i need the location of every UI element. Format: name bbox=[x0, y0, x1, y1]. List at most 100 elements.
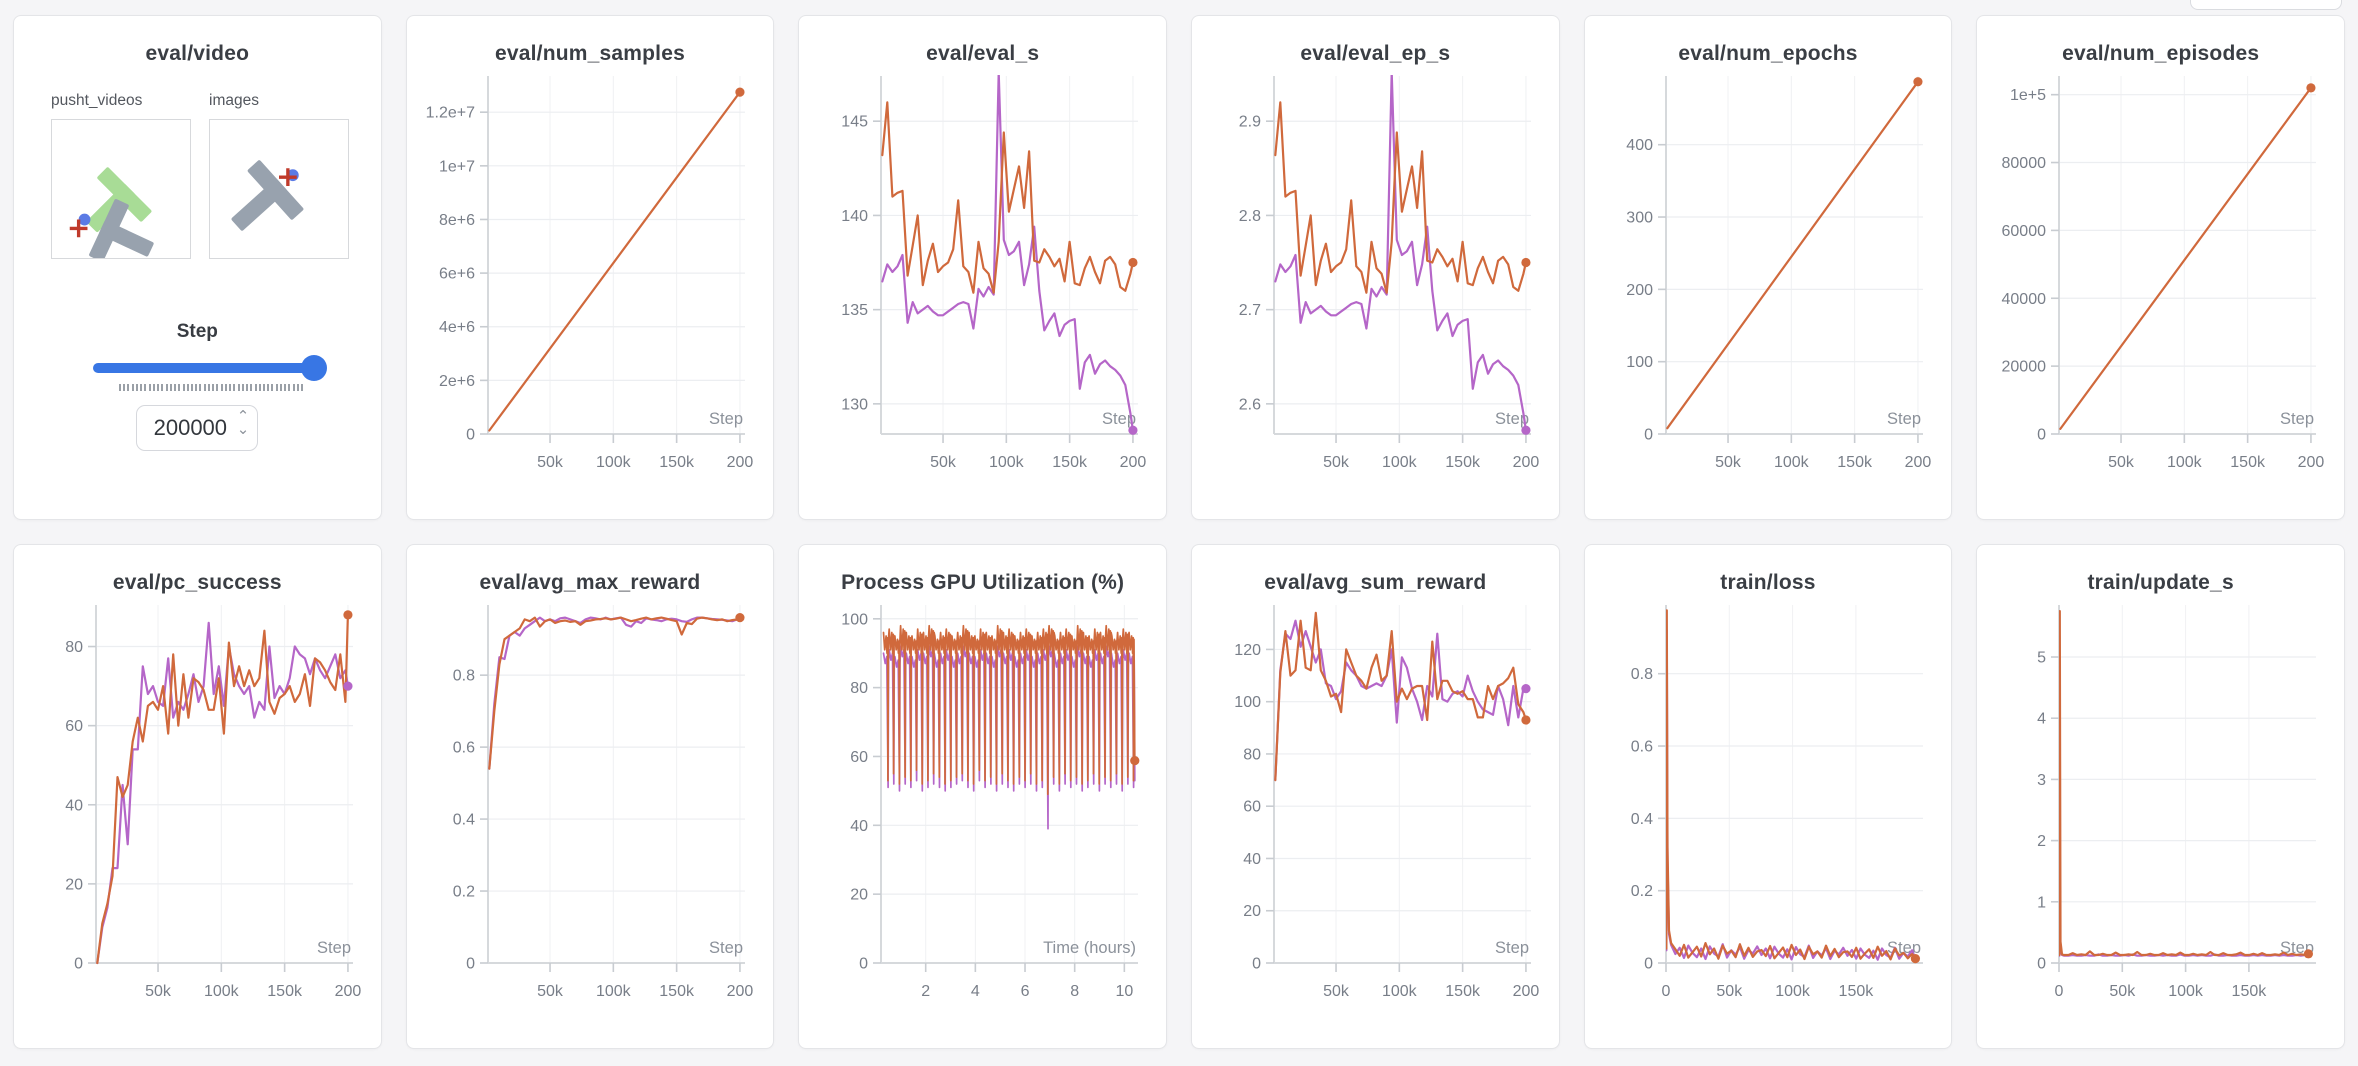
svg-text:1e+5: 1e+5 bbox=[2010, 87, 2046, 104]
chart-title: eval/avg_max_reward bbox=[479, 571, 701, 594]
svg-text:0: 0 bbox=[2037, 956, 2046, 973]
step-slider-label: Step bbox=[176, 321, 218, 342]
svg-text:1e+7: 1e+7 bbox=[439, 158, 475, 175]
panel-eval-avg-max-reward[interactable]: eval/avg_max_reward 0 0.2 0.4 0.6 0.8 50k 100k… bbox=[405, 544, 775, 1049]
svg-text:60: 60 bbox=[850, 749, 868, 766]
svg-text:2.9: 2.9 bbox=[1239, 114, 1261, 131]
svg-text:200: 200 bbox=[1512, 983, 1539, 1000]
chart-title: eval/avg_sum_reward bbox=[1264, 571, 1487, 594]
video-thumbnail-pusht[interactable] bbox=[51, 119, 191, 259]
svg-text:150k: 150k bbox=[1445, 983, 1481, 1000]
chart-eval-avg-sum-reward[interactable]: 0 20 40 60 80 100 120 50k 100k 150k 200 Step bbox=[1204, 597, 1547, 1021]
chart-title: eval/eval_ep_s bbox=[1300, 42, 1451, 65]
svg-text:100k: 100k bbox=[1382, 983, 1418, 1000]
panel-gpu-utilization[interactable]: Process GPU Utilization (%) 0 20 40 60 80 100… bbox=[798, 544, 1167, 1049]
svg-text:20: 20 bbox=[65, 876, 83, 893]
svg-text:4: 4 bbox=[971, 983, 980, 1000]
svg-text:60: 60 bbox=[65, 718, 83, 735]
svg-text:0.4: 0.4 bbox=[1631, 811, 1653, 828]
svg-text:0.8: 0.8 bbox=[453, 668, 475, 685]
video-thumbnail-images[interactable] bbox=[209, 119, 349, 259]
svg-text:4: 4 bbox=[2037, 711, 2046, 728]
step-spinner: ⌃ ⌄ bbox=[236, 408, 250, 438]
svg-text:5: 5 bbox=[2037, 650, 2046, 667]
partial-panel-fragment bbox=[2190, 0, 2342, 10]
svg-text:Step: Step bbox=[1495, 939, 1529, 957]
svg-text:0: 0 bbox=[1252, 956, 1261, 973]
panel-eval-num-samples[interactable]: eval/num_samples 0 2e+6 4e+6 6e+6 8e+6 1e+7 1.… bbox=[405, 15, 775, 520]
chart-eval-eval-ep-s[interactable]: 2.6 2.7 2.8 2.9 50k 100k 150k 200 Step bbox=[1204, 68, 1547, 492]
svg-text:50k: 50k bbox=[538, 983, 565, 1000]
svg-text:0: 0 bbox=[859, 956, 868, 973]
block-t-shape bbox=[89, 199, 154, 258]
svg-text:Step: Step bbox=[1888, 410, 1922, 428]
chart-eval-num-epochs[interactable]: 0 100 200 300 400 50k 100k 150k 200 Step bbox=[1596, 68, 1939, 492]
svg-text:0: 0 bbox=[2037, 427, 2046, 444]
chart-title: eval/eval_s bbox=[926, 42, 1040, 65]
svg-text:10: 10 bbox=[1116, 983, 1134, 1000]
svg-text:200: 200 bbox=[2298, 454, 2325, 471]
svg-text:0.8: 0.8 bbox=[1631, 666, 1653, 683]
step-increment-button[interactable]: ⌃ bbox=[236, 408, 250, 425]
media-row: pusht_videos bbox=[51, 92, 368, 259]
pusht-env-render bbox=[69, 167, 154, 258]
svg-text:120: 120 bbox=[1234, 642, 1261, 659]
svg-text:2.7: 2.7 bbox=[1239, 302, 1261, 319]
chart-eval-pc-success[interactable]: 0 20 40 60 80 50k 100k 150k 200 Step bbox=[26, 597, 369, 1021]
svg-text:200: 200 bbox=[1512, 454, 1539, 471]
chart-eval-avg-max-reward[interactable]: 0 0.2 0.4 0.6 0.8 50k 100k 150k 200 Step bbox=[418, 597, 761, 1021]
chart-eval-eval-s[interactable]: 130 135 140 145 50k 100k 150k 200 Step bbox=[811, 68, 1154, 492]
svg-text:100k: 100k bbox=[596, 983, 632, 1000]
chart-title: eval/num_epochs bbox=[1678, 42, 1858, 65]
panel-eval-avg-sum-reward[interactable]: eval/avg_sum_reward 0 20 40 60 80 100 120 50k 10… bbox=[1190, 544, 1560, 1049]
panel-eval-num-epochs[interactable]: eval/num_epochs 0 100 200 300 400 50k 100k 150k… bbox=[1583, 15, 1953, 520]
panel-eval-eval-s[interactable]: eval/eval_s 130 135 140 145 50k 100k 150k 200 St… bbox=[798, 15, 1167, 520]
chart-title: train/loss bbox=[1720, 571, 1816, 594]
svg-text:200: 200 bbox=[727, 454, 754, 471]
step-slider[interactable] bbox=[93, 355, 327, 381]
svg-text:145: 145 bbox=[841, 114, 868, 131]
svg-text:100k: 100k bbox=[1774, 454, 1810, 471]
block-t-shape bbox=[231, 160, 304, 231]
target-cross bbox=[279, 168, 297, 187]
svg-text:50k: 50k bbox=[2108, 454, 2135, 471]
step-decrement-button[interactable]: ⌄ bbox=[236, 421, 250, 438]
svg-text:135: 135 bbox=[841, 302, 868, 319]
svg-text:150k: 150k bbox=[660, 454, 696, 471]
panel-train-update-s[interactable]: train/update_s 0 1 2 3 4 5 0 50k 100k 150k Step bbox=[1976, 544, 2345, 1049]
svg-text:0: 0 bbox=[74, 956, 83, 973]
svg-text:200: 200 bbox=[1627, 282, 1654, 299]
svg-text:20: 20 bbox=[1243, 903, 1261, 920]
svg-text:0: 0 bbox=[1662, 983, 1671, 1000]
chart-gpu-utilization[interactable]: 0 20 40 60 80 100 2 4 6 8 10 Time (hours) bbox=[811, 597, 1154, 1021]
svg-text:100: 100 bbox=[1234, 694, 1261, 711]
images-env-render bbox=[231, 160, 304, 231]
slider-handle[interactable] bbox=[300, 355, 327, 381]
step-input[interactable] bbox=[136, 405, 259, 451]
svg-text:0.6: 0.6 bbox=[1631, 739, 1653, 756]
svg-text:200: 200 bbox=[334, 983, 361, 1000]
panel-eval-video[interactable]: eval/video pusht_videos bbox=[13, 15, 382, 520]
svg-text:50k: 50k bbox=[1323, 454, 1350, 471]
panel-train-loss[interactable]: train/loss 0 0.2 0.4 0.6 0.8 0 50k 100k 150k Step bbox=[1583, 544, 1953, 1049]
panel-eval-pc-success[interactable]: eval/pc_success 0 20 40 60 80 50k 100k 150k 200 S… bbox=[13, 544, 382, 1049]
svg-text:100k: 100k bbox=[2167, 454, 2203, 471]
svg-text:80: 80 bbox=[65, 639, 83, 656]
svg-text:8: 8 bbox=[1070, 983, 1079, 1000]
svg-text:Step: Step bbox=[1102, 410, 1136, 428]
panel-eval-eval-ep-s[interactable]: eval/eval_ep_s 2.6 2.7 2.8 2.9 50k 100k 150k 20… bbox=[1190, 15, 1560, 520]
svg-text:4e+6: 4e+6 bbox=[439, 319, 475, 336]
svg-text:3: 3 bbox=[2037, 772, 2046, 789]
chart-eval-num-episodes[interactable]: 0 20000 40000 60000 80000 1e+5 50k 100k 150k 200 S… bbox=[1989, 68, 2332, 492]
chart-title: Process GPU Utilization (%) bbox=[841, 571, 1125, 594]
target-cross bbox=[69, 219, 88, 238]
panel-eval-num-episodes[interactable]: eval/num_episodes 0 20000 40000 60000 80000 1… bbox=[1976, 15, 2345, 520]
chart-eval-num-samples[interactable]: 0 2e+6 4e+6 6e+6 8e+6 1e+7 1.2e+7 50k 100k 150k 20… bbox=[418, 68, 761, 492]
slider-track[interactable] bbox=[93, 363, 314, 373]
svg-text:Step: Step bbox=[710, 939, 744, 957]
svg-text:0: 0 bbox=[467, 956, 476, 973]
svg-text:150k: 150k bbox=[1445, 454, 1481, 471]
